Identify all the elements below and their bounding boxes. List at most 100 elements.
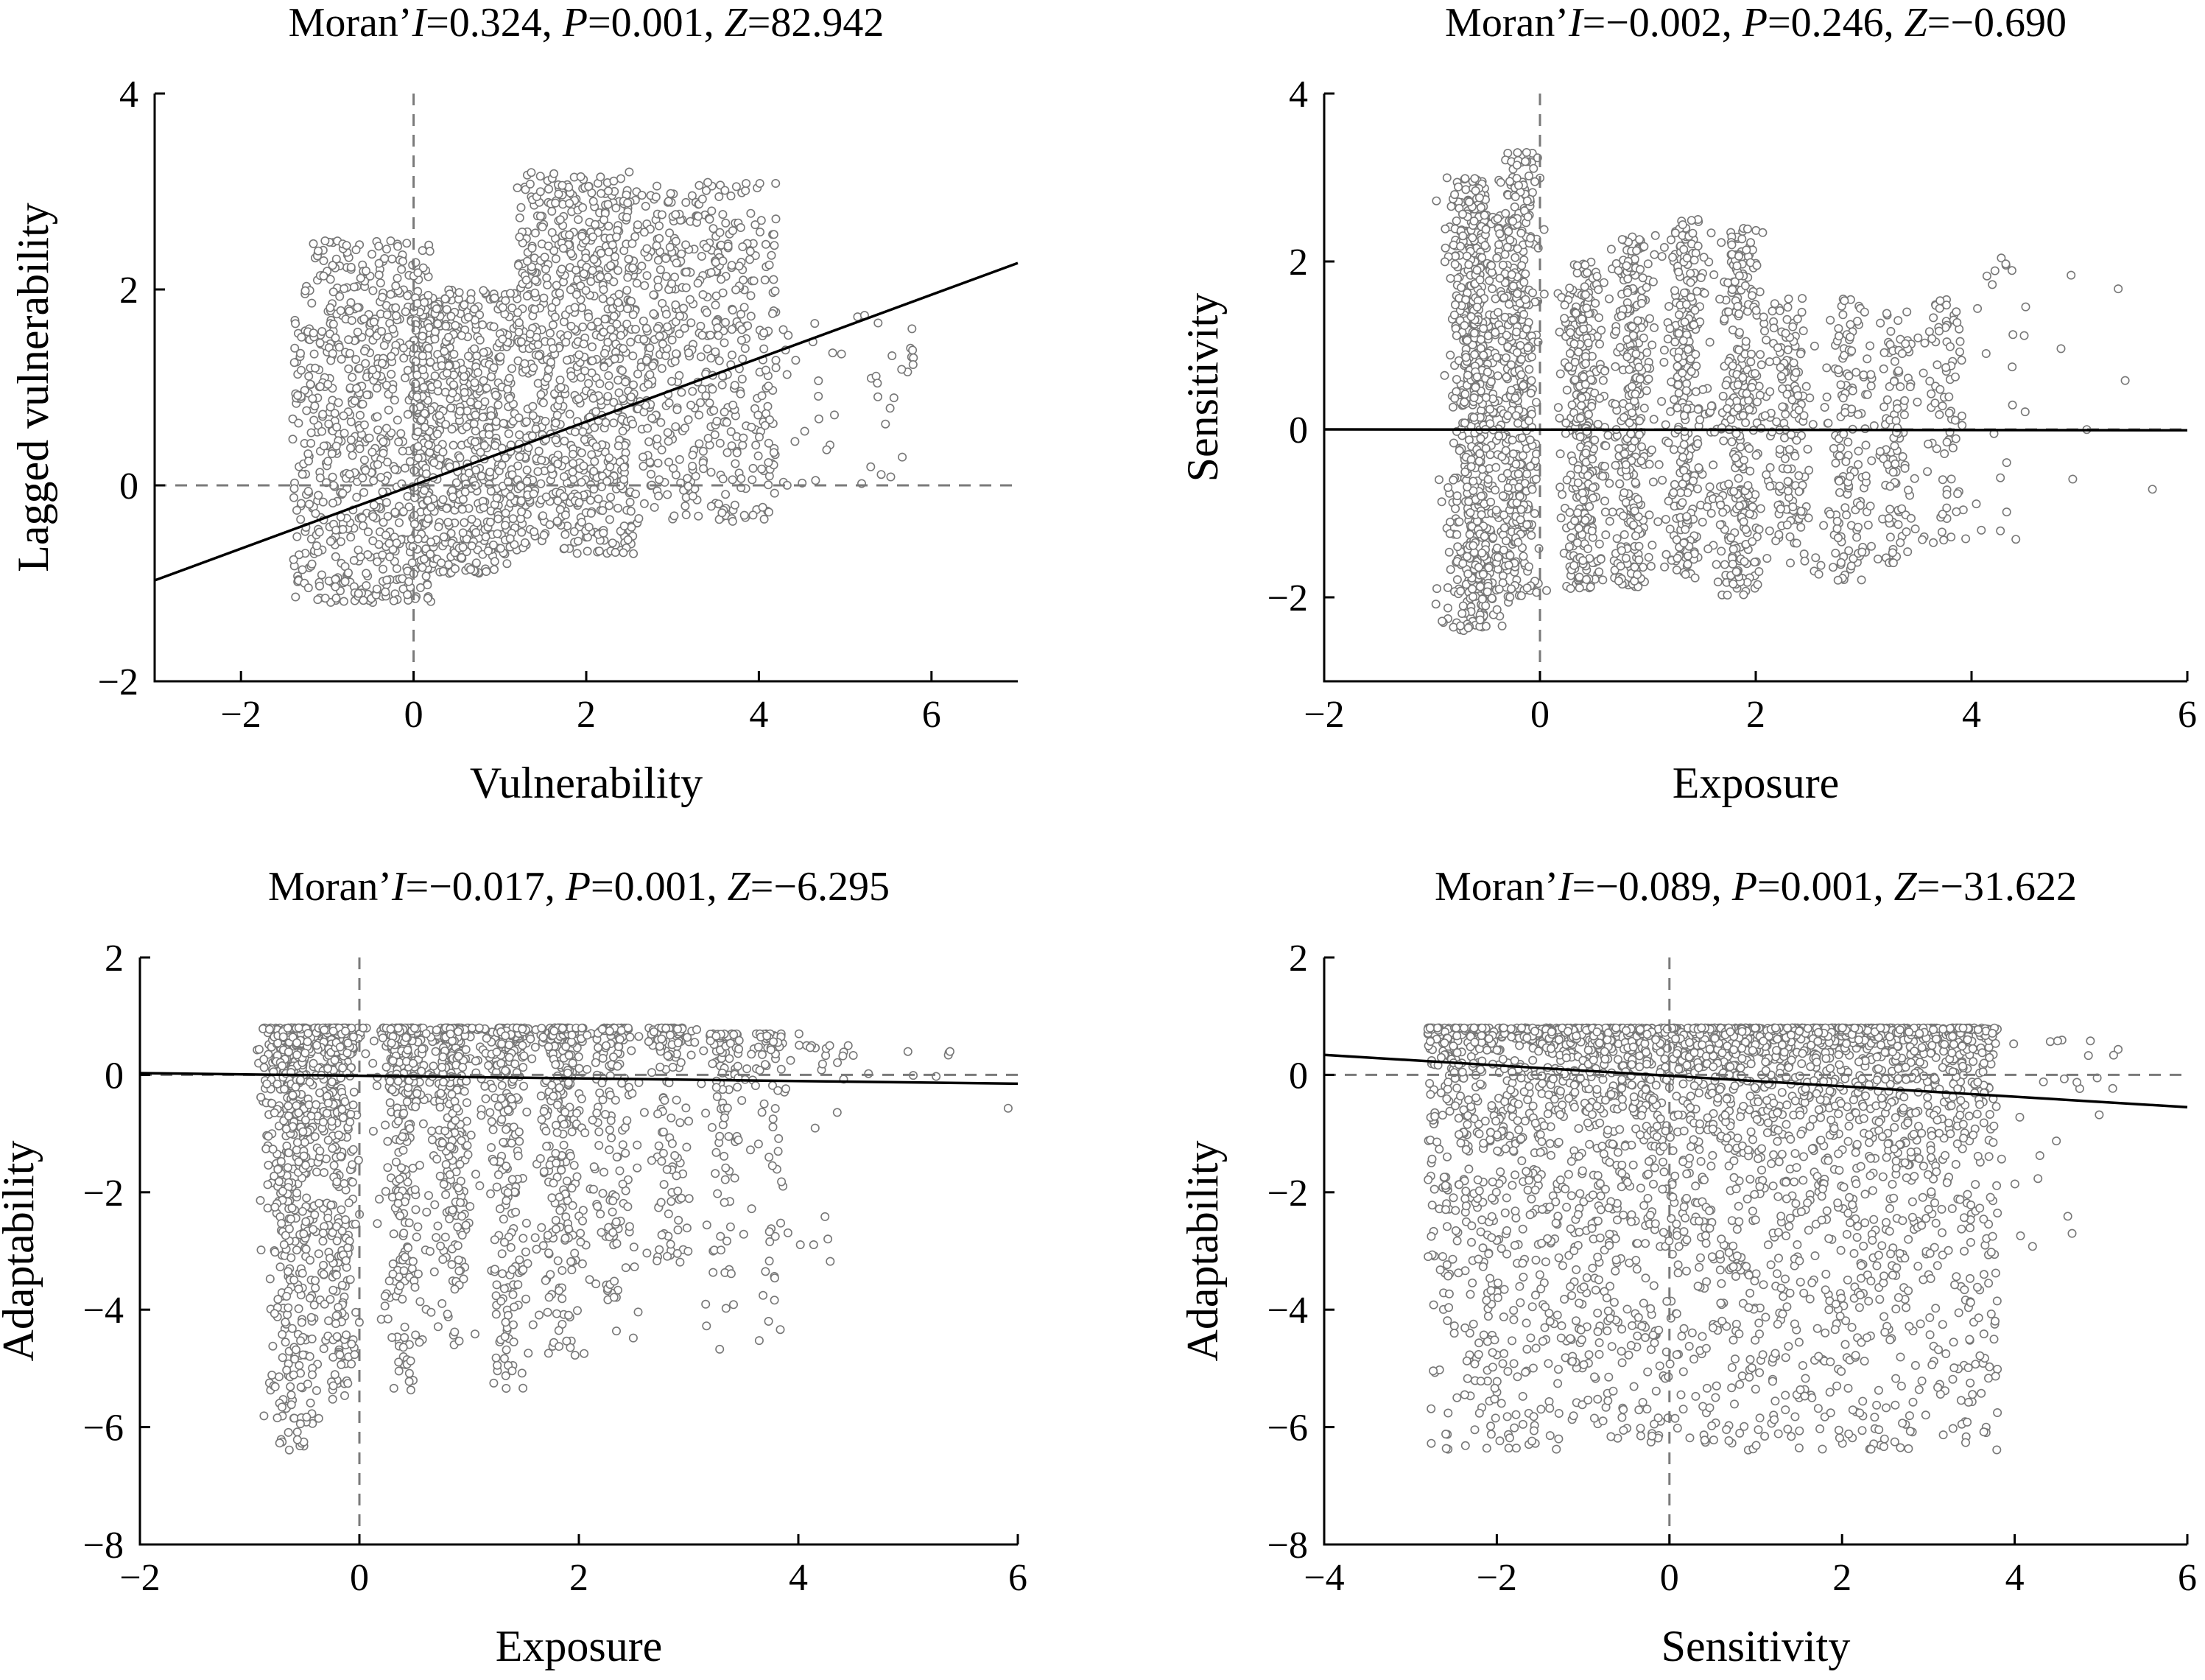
scatter-point	[376, 278, 385, 288]
scatter-point	[1739, 517, 1748, 527]
scatter-point	[550, 312, 560, 322]
scatter-point	[600, 314, 610, 324]
scatter-point	[315, 338, 325, 348]
scatter-point	[349, 555, 359, 565]
scatter-point	[1595, 393, 1605, 403]
scatter-point	[1502, 353, 1511, 362]
scatter-point	[421, 572, 431, 581]
scatter-point	[728, 226, 737, 236]
scatter-point	[661, 272, 671, 281]
scatter-point	[385, 552, 395, 561]
scatter-point	[711, 347, 720, 356]
scatter-point	[1486, 377, 1496, 387]
scatter-point	[1678, 368, 1687, 378]
scatter-point	[1561, 418, 1571, 428]
scatter-point	[1502, 372, 1511, 382]
scatter-point	[442, 305, 451, 314]
scatter-point	[1635, 235, 1645, 245]
scatter-point	[482, 566, 491, 576]
scatter-point	[485, 517, 495, 527]
scatter-point	[647, 413, 657, 423]
scatter-point	[478, 320, 488, 329]
scatter-point	[696, 321, 706, 331]
scatter-point	[907, 324, 917, 334]
scatter-point	[363, 549, 373, 559]
scatter-point	[619, 474, 628, 484]
scatter-point	[731, 182, 741, 191]
scatter-point	[584, 379, 594, 388]
scatter-point	[598, 506, 608, 516]
scatter-point	[1501, 208, 1511, 218]
scatter-point	[418, 263, 428, 273]
scatter-point	[397, 264, 407, 274]
scatter-point	[514, 413, 524, 423]
scatter-point	[1639, 242, 1649, 251]
scatter-point	[347, 316, 356, 326]
scatter-point	[1728, 559, 1737, 569]
scatter-point	[560, 436, 569, 446]
x-tick-label: 4	[749, 694, 768, 736]
scatter-point	[331, 525, 341, 535]
scatter-point	[703, 178, 712, 187]
scatter-point	[346, 435, 356, 445]
scatter-point	[1687, 216, 1696, 225]
scatter-point	[1483, 331, 1493, 340]
scatter-point	[525, 329, 535, 339]
scatter-point	[324, 419, 334, 429]
scatter-point	[1511, 253, 1520, 262]
scatter-point	[566, 249, 576, 259]
scatter-point	[715, 438, 725, 448]
scatter-point	[726, 191, 736, 200]
scatter-point	[328, 287, 338, 297]
scatter-point	[291, 319, 300, 328]
scatter-point	[1740, 557, 1749, 566]
scatter-point	[1460, 390, 1470, 399]
scatter-point	[782, 370, 792, 379]
scatter-point	[722, 418, 731, 427]
scatter-point	[457, 331, 466, 340]
scatter-point	[814, 376, 823, 385]
scatter-point	[887, 351, 897, 360]
scatter-point	[296, 365, 306, 375]
scatter-point	[345, 306, 354, 316]
scatter-point	[298, 469, 307, 479]
scatter-point	[368, 512, 378, 521]
scatter-point	[1502, 536, 1511, 546]
scatter-point	[745, 255, 754, 264]
scatter-point	[1715, 520, 1725, 530]
x-tick-label: −2	[221, 694, 261, 736]
scatter-point	[1669, 445, 1678, 454]
scatter-point	[889, 393, 898, 403]
scatter-point	[308, 394, 317, 404]
scatter-point	[1583, 544, 1593, 554]
scatter-point	[1432, 584, 1442, 594]
scatter-point	[622, 212, 631, 222]
scatter-point	[1481, 225, 1491, 234]
scatter-point	[1691, 387, 1701, 396]
scatter-point	[412, 392, 422, 401]
scatter-point	[873, 318, 883, 328]
scatter-point	[609, 312, 619, 321]
scatter-point	[362, 390, 372, 400]
scatter-point	[1653, 517, 1663, 527]
scatter-point	[588, 356, 597, 365]
scatter-point	[515, 451, 524, 461]
scatter-point	[1516, 370, 1526, 379]
scatter-point	[699, 464, 708, 474]
scatter-point	[319, 271, 328, 281]
scatter-point	[501, 296, 510, 306]
scatter-point	[656, 418, 666, 427]
scatter-point	[374, 259, 384, 268]
scatter-point	[491, 390, 501, 400]
scatter-point	[1645, 510, 1654, 520]
scatter-point	[303, 583, 313, 593]
scatter-point	[1522, 324, 1531, 334]
scatter-point	[552, 516, 562, 526]
scatter-point	[497, 460, 507, 470]
scatter-point	[418, 331, 427, 341]
scatter-point	[562, 356, 572, 365]
scatter-point	[1733, 403, 1742, 412]
scatter-point	[440, 294, 450, 303]
scatter-point	[1564, 542, 1574, 552]
scatter-point	[602, 477, 612, 486]
